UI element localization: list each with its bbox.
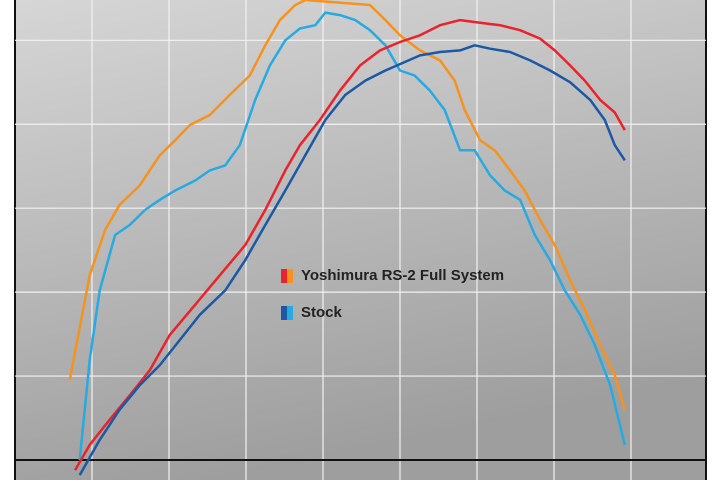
legend-swatch [281, 269, 287, 283]
legend-swatch [287, 269, 293, 283]
legend-label: Yoshimura RS-2 Full System [301, 267, 504, 284]
legend-swatch [287, 306, 293, 320]
data-line [74, 18, 626, 471]
plot-background [15, 0, 706, 480]
data-line [78, 44, 626, 476]
legend-swatch [281, 306, 287, 320]
legend-label: Stock [301, 304, 343, 321]
data-line [68, 0, 627, 410]
data-line [78, 11, 627, 461]
